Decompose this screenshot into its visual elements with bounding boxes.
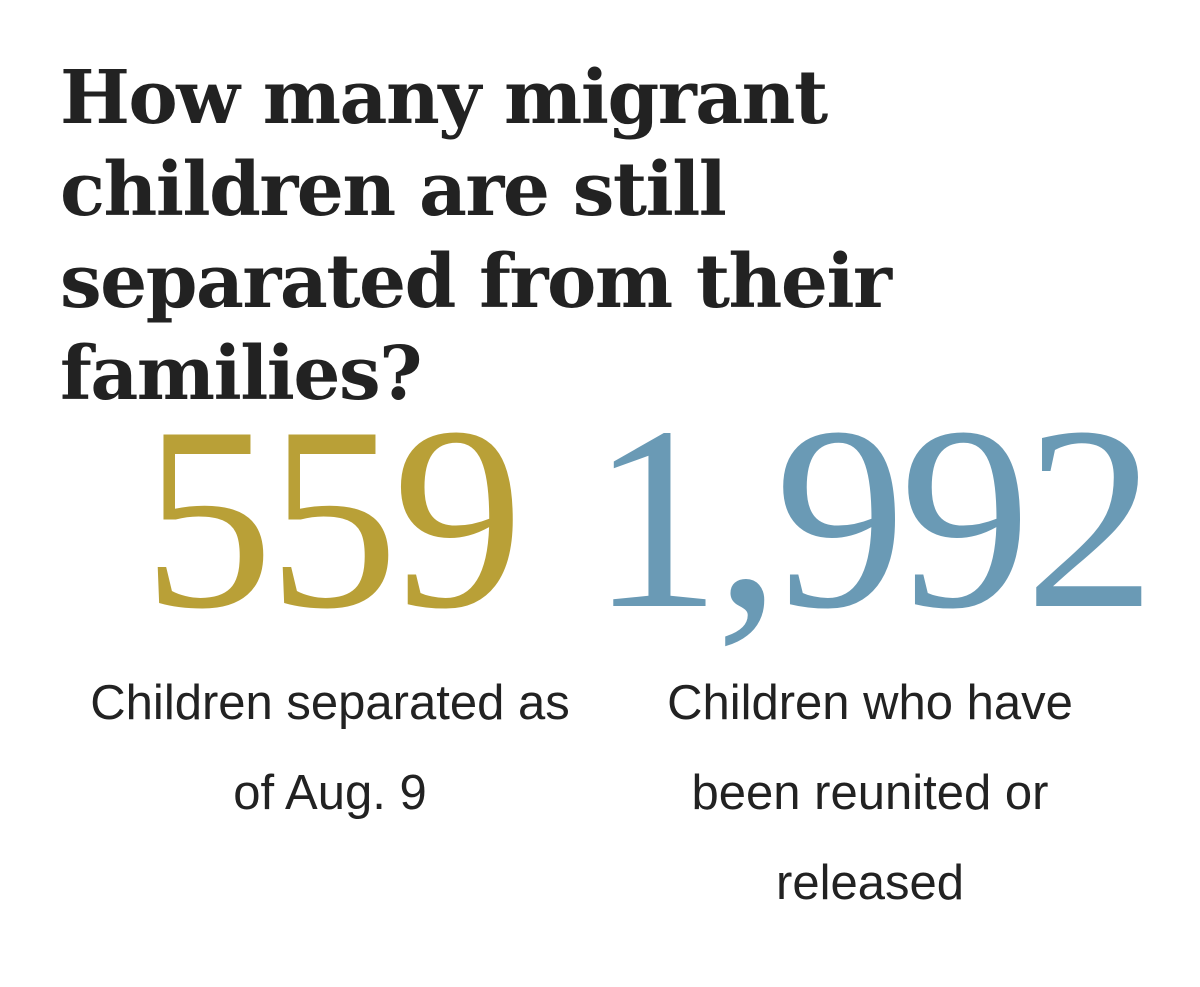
stat-separated-label: Children separated as of Aug. 9 (90, 676, 570, 820)
stat-separated-value: 559 (142, 373, 524, 663)
stat-separated: 559 Children separated as of Aug. 9 (70, 373, 590, 838)
stat-reunited: 1,992 Children who have been reunited or… (580, 373, 1160, 928)
stat-reunited-value: 1,992 (590, 373, 1156, 663)
headline: How many migrant children are still sepa… (60, 55, 892, 417)
stat-reunited-label: Children who have been reunited or relea… (667, 676, 1073, 910)
